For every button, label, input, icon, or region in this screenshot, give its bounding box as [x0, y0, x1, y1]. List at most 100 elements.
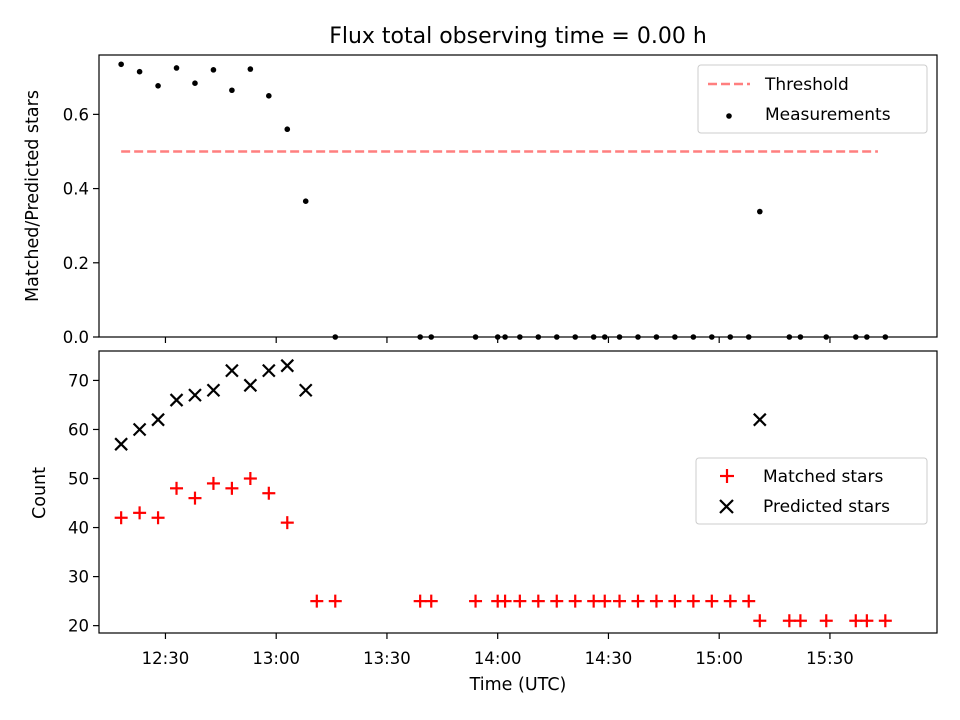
measurement-point — [210, 67, 217, 73]
matched-star-point — [782, 614, 796, 628]
legend-matched-label: Matched stars — [763, 467, 883, 487]
top-x-ticks — [164, 337, 831, 343]
top-panel: 0.0 0.2 0.4 0.6 Matched/Predicted stars Thr… — [23, 54, 938, 347]
predicted-star-point — [169, 393, 184, 407]
measurement-point — [192, 80, 198, 86]
top-legend-box — [697, 64, 928, 134]
matched-star-point — [133, 506, 147, 520]
measurement-point — [155, 82, 161, 89]
matched-star-point — [598, 594, 612, 608]
predicted-star-point — [243, 378, 258, 393]
measurement-point — [727, 334, 734, 340]
matched-star-point — [686, 594, 700, 608]
matched-star-point — [114, 511, 128, 525]
x-tick-label: 13:30 — [363, 649, 411, 668]
measurement-point — [173, 65, 180, 71]
matched-star-point — [723, 594, 737, 608]
bottom-legend-box — [695, 457, 928, 525]
legend-measurements-swatch — [726, 113, 732, 119]
measurement-point — [472, 334, 479, 340]
predicted-star-point — [114, 437, 128, 451]
legend-matched-swatch — [720, 469, 734, 483]
measurement-point — [118, 61, 124, 68]
top-legend: Threshold Measurements — [697, 64, 928, 134]
bottom-y-tick-label: 50 — [68, 470, 89, 489]
matched-star-point — [819, 614, 833, 628]
x-tick-label: 14:30 — [585, 649, 633, 668]
bottom-plot-area — [114, 358, 892, 628]
measurement-point — [136, 68, 143, 75]
matched-star-point — [188, 491, 202, 505]
top-y-tick-label: 0.4 — [63, 180, 89, 199]
measurement-point — [823, 334, 830, 340]
x-tick-label: 15:00 — [695, 649, 743, 668]
matched-star-point — [613, 594, 627, 608]
measurement-point — [672, 334, 678, 340]
x-tick-label: 13:00 — [252, 649, 300, 668]
matched-star-point — [742, 594, 756, 608]
matched-star-point — [225, 481, 239, 495]
top-plot-area — [118, 61, 889, 340]
matched-star-point — [568, 594, 582, 608]
x-axis-label: Time (UTC) — [469, 675, 567, 695]
top-y-ticks: 0.0 0.2 0.4 0.6 — [63, 105, 99, 347]
measurement-point — [635, 334, 641, 340]
matched-star-point — [151, 511, 165, 525]
measurement-point — [709, 334, 715, 340]
matched-star-point — [243, 472, 257, 486]
bottom-y-ticks: 20 30 40 50 60 70 — [68, 371, 99, 636]
x-tick-label: 15:30 — [806, 649, 854, 668]
bottom-legend: Matched stars Predicted stars — [695, 457, 928, 525]
figure-title: Flux total observing time = 0.00 h — [329, 24, 707, 49]
matched-star-point — [531, 594, 545, 608]
matched-star-point — [631, 594, 645, 608]
matched-star-point — [550, 594, 564, 608]
measurement-point — [590, 334, 597, 340]
top-y-tick-label: 0.0 — [63, 328, 89, 347]
top-y-axis-label: Matched/Predicted stars — [23, 90, 43, 302]
measurement-point — [417, 334, 423, 340]
matched-star-point — [280, 516, 294, 530]
measurement-point — [601, 334, 608, 340]
matched-star-point — [668, 594, 682, 608]
measurement-point — [786, 334, 793, 340]
matched-star-point — [262, 486, 276, 500]
legend-predicted-swatch — [719, 499, 734, 514]
measurement-point — [517, 334, 523, 340]
measurement-point — [745, 334, 752, 340]
measurement-point — [247, 66, 254, 72]
measurement-point — [653, 334, 660, 340]
bottom-y-tick-label: 60 — [68, 420, 89, 439]
matched-star-point — [860, 614, 874, 628]
legend-threshold-label: Threshold — [764, 75, 849, 95]
measurement-point — [266, 93, 272, 99]
legend-predicted-label: Predicted stars — [763, 497, 890, 517]
measurement-point — [757, 208, 763, 215]
measurement-point — [553, 334, 560, 340]
measurement-point — [864, 334, 870, 340]
bottom-y-tick-label: 40 — [68, 519, 89, 538]
matched-star-point — [753, 614, 767, 628]
predicted-star-point — [280, 358, 295, 373]
measurement-point — [428, 334, 435, 340]
legend-measurements-label: Measurements — [765, 105, 891, 125]
measurement-point — [302, 198, 309, 204]
predicted-star-point — [753, 412, 767, 427]
measurement-point — [616, 334, 623, 340]
predicted-star-point — [188, 388, 202, 402]
matched-star-point — [878, 614, 892, 628]
matched-star-point — [649, 594, 663, 608]
measurement-point — [690, 334, 697, 340]
predicted-star-point — [151, 412, 165, 427]
matched-star-point — [206, 476, 220, 490]
bottom-y-axis-label: Count — [30, 467, 50, 519]
top-y-tick-label: 0.2 — [63, 254, 89, 273]
bottom-x-ticks: 12:30 13:00 13:30 14:00 14:30 15:00 15:30 — [142, 633, 854, 668]
measurement-point — [882, 334, 889, 340]
matched-star-point — [705, 594, 719, 608]
bottom-panel: 20 30 40 50 60 70 12:30 13:00 13:30 14:00 14:30 15… — [30, 350, 938, 695]
matched-star-point — [413, 594, 427, 608]
matched-star-point — [310, 594, 324, 608]
matched-star-point — [513, 594, 527, 608]
